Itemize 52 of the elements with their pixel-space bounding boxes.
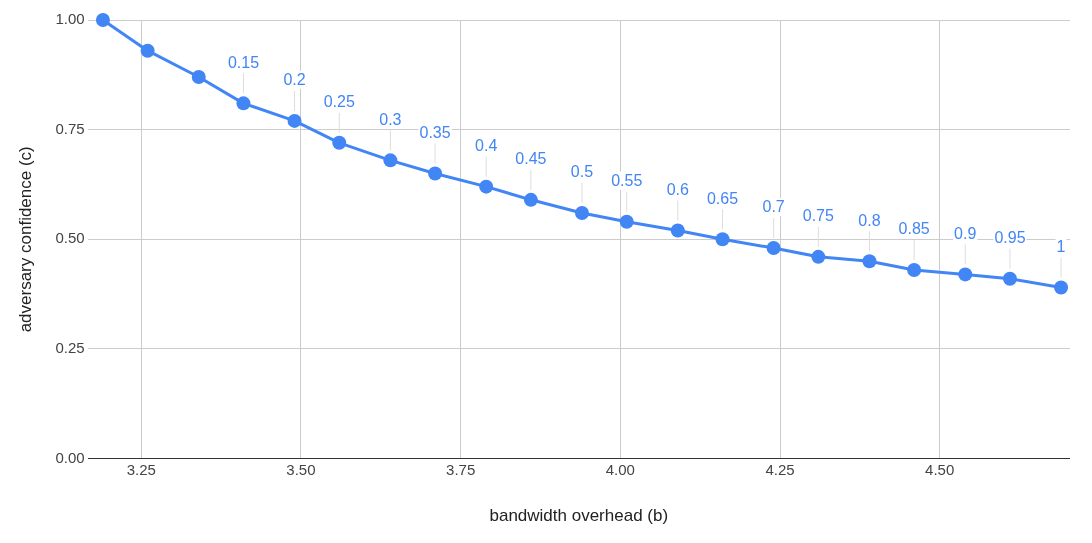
annotation: 0.4 bbox=[475, 137, 498, 155]
y-tick-label: 1.00 bbox=[55, 10, 85, 28]
annotation: 0.6 bbox=[666, 180, 690, 198]
point bbox=[811, 249, 826, 264]
annotation: 0.35 bbox=[419, 123, 451, 141]
point bbox=[574, 205, 589, 220]
point bbox=[191, 70, 206, 85]
point bbox=[862, 254, 877, 269]
point bbox=[428, 166, 443, 181]
point bbox=[619, 214, 634, 229]
point bbox=[236, 96, 251, 111]
annotation: 0.7 bbox=[762, 198, 785, 216]
point bbox=[383, 153, 398, 168]
annotation: 0.9 bbox=[954, 224, 977, 242]
y-tick-label: 0.50 bbox=[55, 229, 85, 247]
y-tick-label: 0.00 bbox=[55, 448, 85, 466]
point bbox=[140, 43, 155, 58]
x-tick-label: 3.75 bbox=[446, 460, 476, 478]
point bbox=[715, 232, 730, 247]
annotation: 0.45 bbox=[515, 150, 547, 168]
annotation: 0.55 bbox=[611, 172, 643, 190]
y-axis-title: adversary confidence (c) bbox=[15, 146, 35, 333]
point bbox=[523, 192, 538, 207]
y-tick-label: 0.25 bbox=[55, 339, 85, 357]
x-axis-title: bandwidth overhead (b) bbox=[489, 506, 669, 526]
annotation: 0.85 bbox=[898, 220, 930, 238]
annotation: 0.8 bbox=[858, 211, 881, 229]
point bbox=[332, 135, 347, 150]
annotation: 0.2 bbox=[283, 71, 306, 89]
annotation: 0.25 bbox=[323, 93, 355, 111]
annotation: 1 bbox=[1056, 237, 1066, 255]
x-tick-label: 3.50 bbox=[286, 460, 316, 478]
annotation: 0.65 bbox=[706, 189, 739, 207]
point bbox=[479, 179, 494, 194]
x-tick-label: 4.25 bbox=[765, 460, 795, 478]
point bbox=[958, 267, 973, 282]
point bbox=[907, 263, 922, 277]
point bbox=[287, 113, 302, 128]
annotation: 0.3 bbox=[379, 110, 402, 128]
point bbox=[1002, 271, 1017, 286]
annotation: 0.15 bbox=[227, 53, 260, 71]
point bbox=[1054, 280, 1069, 295]
y-tick-label: 0.75 bbox=[55, 119, 85, 137]
point bbox=[670, 223, 685, 238]
x-tick-label: 3.25 bbox=[126, 460, 156, 478]
annotation: 0.75 bbox=[802, 207, 834, 225]
x-tick-label: 4.50 bbox=[925, 460, 955, 478]
annotation: 0.95 bbox=[994, 229, 1026, 247]
point bbox=[766, 241, 781, 256]
point bbox=[95, 13, 110, 27]
annotation: 0.5 bbox=[570, 163, 594, 181]
x-tick-label: 4.00 bbox=[605, 460, 635, 478]
